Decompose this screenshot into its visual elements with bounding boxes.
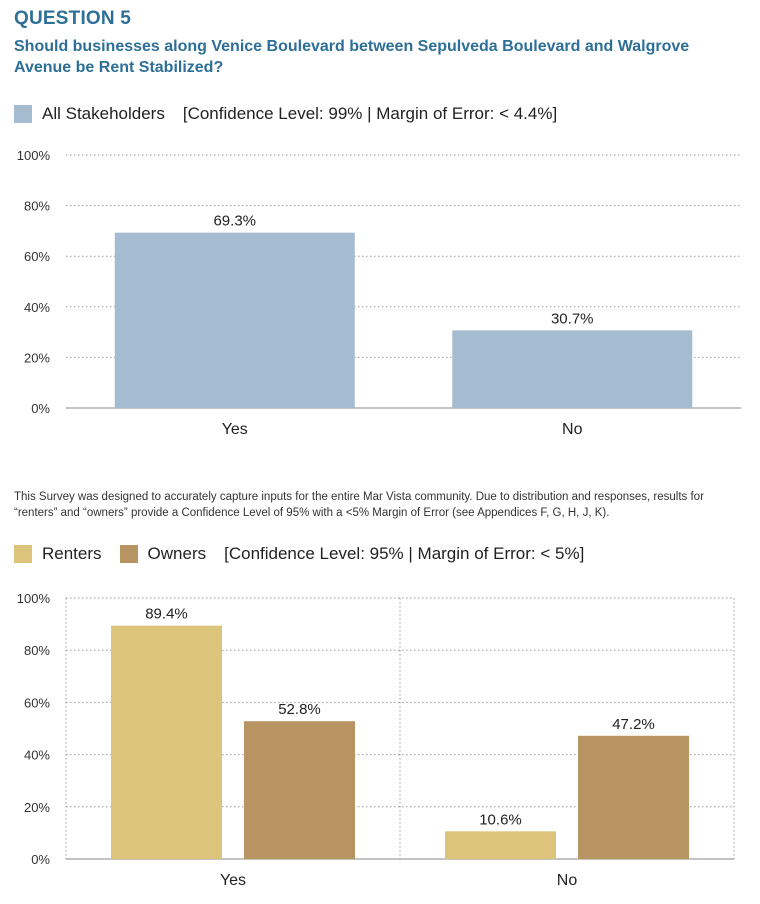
- chart1-legend: All Stakeholders [Confidence Level: 99% …: [14, 104, 557, 124]
- y-tick-label: 80%: [24, 643, 50, 658]
- y-tick-label: 40%: [24, 748, 50, 763]
- y-tick-label: 80%: [24, 199, 50, 214]
- x-category-label: No: [562, 421, 583, 438]
- chart-all-stakeholders: 0% 20% 40% 60% 80% 100% 69.3% Yes 30.7% No: [17, 148, 741, 438]
- y-tick-label: 100%: [17, 591, 51, 606]
- data-label: 10.6%: [479, 811, 522, 828]
- legend-label-renters: Renters: [42, 544, 102, 563]
- question-text: Should businesses along Venice Boulevard…: [14, 38, 690, 76]
- legend-swatch-renters: [14, 545, 32, 563]
- legend-swatch-all-stakeholders: [14, 105, 32, 123]
- bar-all-stakeholders-no: [452, 330, 693, 408]
- legend-label-all-stakeholders: All Stakeholders: [42, 104, 165, 123]
- bar-renters-no: [445, 831, 556, 859]
- data-label: 69.3%: [213, 213, 256, 230]
- bar-owners-no: [578, 735, 689, 859]
- bar-all-stakeholders-yes: [114, 232, 355, 408]
- data-label: 47.2%: [612, 716, 655, 733]
- y-tick-label: 40%: [24, 300, 50, 315]
- y-tick-label: 0%: [31, 401, 50, 416]
- bar-renters-yes: [111, 625, 222, 859]
- y-tick-label: 0%: [31, 852, 50, 867]
- legend-label-owners: Owners: [147, 544, 207, 563]
- data-label: 52.8%: [278, 701, 321, 718]
- legend-stats: [Confidence Level: 95% | Margin of Error…: [224, 544, 585, 563]
- x-category-label: Yes: [220, 872, 246, 889]
- legend-swatch-owners: [119, 545, 138, 563]
- bar-owners-yes: [244, 721, 355, 859]
- y-tick-label: 60%: [24, 249, 50, 264]
- y-tick-label: 60%: [24, 695, 50, 710]
- question-number: QUESTION 5: [14, 8, 132, 29]
- chart2-legend: Renters Owners [Confidence Level: 95% | …: [14, 544, 584, 564]
- chart-renters-owners: 0% 20% 40% 60% 80% 100% 89.4% 52.8% Yes 10.6% 47.2…: [17, 591, 735, 889]
- x-category-label: Yes: [222, 421, 248, 438]
- y-tick-label: 20%: [24, 350, 50, 365]
- survey-note: This Survey was designed to accurately c…: [14, 491, 704, 519]
- legend-stats: [Confidence Level: 99% | Margin of Error…: [182, 104, 558, 123]
- x-category-label: No: [557, 872, 578, 889]
- y-tick-label: 100%: [17, 148, 51, 163]
- y-tick-label: 20%: [24, 800, 50, 815]
- data-label: 30.7%: [551, 310, 594, 327]
- data-label: 89.4%: [145, 606, 188, 623]
